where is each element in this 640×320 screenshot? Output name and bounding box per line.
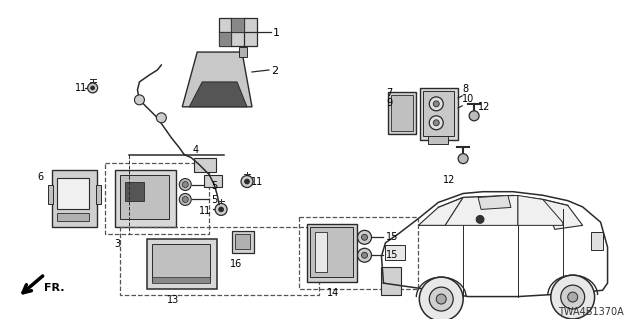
Circle shape — [429, 97, 444, 111]
Bar — [232, 231, 254, 253]
Text: 15: 15 — [385, 232, 398, 242]
Circle shape — [182, 181, 188, 188]
Text: FR.: FR. — [44, 283, 65, 293]
Circle shape — [358, 230, 371, 244]
Text: 1: 1 — [273, 28, 280, 38]
Circle shape — [433, 101, 439, 107]
Text: 10: 10 — [462, 94, 474, 104]
Circle shape — [561, 285, 585, 309]
Circle shape — [156, 113, 166, 123]
Bar — [152, 244, 210, 282]
Bar — [104, 163, 209, 234]
Polygon shape — [543, 199, 582, 229]
Text: 13: 13 — [167, 295, 180, 305]
Polygon shape — [182, 52, 252, 107]
Circle shape — [476, 215, 484, 223]
Bar — [57, 213, 89, 221]
Circle shape — [244, 179, 250, 184]
Bar — [57, 178, 89, 209]
Bar — [385, 245, 405, 260]
Bar — [420, 88, 458, 140]
Polygon shape — [419, 197, 463, 225]
Text: 16: 16 — [230, 259, 243, 269]
Circle shape — [568, 292, 578, 302]
Bar — [152, 277, 210, 283]
Circle shape — [179, 194, 191, 205]
Circle shape — [179, 179, 191, 190]
Text: 11: 11 — [251, 177, 263, 187]
Bar — [120, 227, 319, 295]
Bar — [48, 185, 52, 204]
Text: 4: 4 — [192, 145, 198, 155]
Circle shape — [362, 234, 367, 240]
Text: TWA4B1370A: TWA4B1370A — [558, 307, 623, 317]
Bar — [381, 267, 401, 295]
Text: 12: 12 — [444, 175, 456, 185]
Circle shape — [362, 252, 367, 258]
Polygon shape — [478, 196, 511, 209]
Circle shape — [91, 86, 95, 90]
Bar — [219, 32, 231, 46]
Text: 12: 12 — [478, 102, 490, 112]
Bar — [591, 232, 603, 250]
Text: 9: 9 — [387, 98, 392, 108]
Bar — [194, 158, 216, 172]
Bar — [307, 224, 356, 282]
Bar — [147, 239, 217, 289]
Text: 6: 6 — [38, 172, 44, 181]
Bar — [120, 175, 170, 220]
Text: 8: 8 — [462, 84, 468, 94]
Circle shape — [215, 204, 227, 215]
Text: 11: 11 — [75, 83, 87, 93]
Text: 14: 14 — [326, 288, 339, 298]
Circle shape — [429, 287, 453, 311]
Text: 7: 7 — [387, 88, 393, 98]
Bar — [299, 217, 419, 289]
Circle shape — [182, 196, 188, 203]
Bar — [239, 47, 247, 57]
Text: 3: 3 — [115, 239, 121, 249]
Text: 11: 11 — [199, 206, 211, 216]
Bar — [115, 170, 176, 227]
Bar — [125, 181, 145, 202]
Bar — [392, 95, 413, 131]
Circle shape — [88, 83, 98, 93]
Bar — [235, 234, 250, 249]
Bar — [315, 232, 326, 272]
Circle shape — [241, 176, 253, 188]
Circle shape — [436, 294, 446, 304]
Circle shape — [358, 248, 371, 262]
Bar — [95, 185, 100, 204]
Bar — [204, 175, 222, 187]
Bar — [388, 92, 417, 134]
Bar — [52, 170, 97, 227]
Circle shape — [134, 95, 145, 105]
Circle shape — [219, 207, 223, 212]
Text: 2: 2 — [271, 66, 278, 76]
Circle shape — [429, 116, 444, 130]
Text: 5: 5 — [211, 196, 218, 205]
Text: 15: 15 — [385, 250, 398, 260]
Bar — [310, 227, 353, 277]
Circle shape — [458, 154, 468, 164]
Circle shape — [419, 277, 463, 320]
Bar — [423, 91, 454, 136]
Polygon shape — [445, 196, 518, 225]
Circle shape — [551, 275, 595, 319]
Polygon shape — [189, 82, 247, 107]
Bar — [428, 136, 448, 144]
Circle shape — [433, 120, 439, 126]
Circle shape — [469, 111, 479, 121]
Bar — [231, 18, 244, 32]
Polygon shape — [518, 196, 563, 225]
Bar — [219, 18, 257, 46]
Text: 5: 5 — [211, 180, 218, 190]
